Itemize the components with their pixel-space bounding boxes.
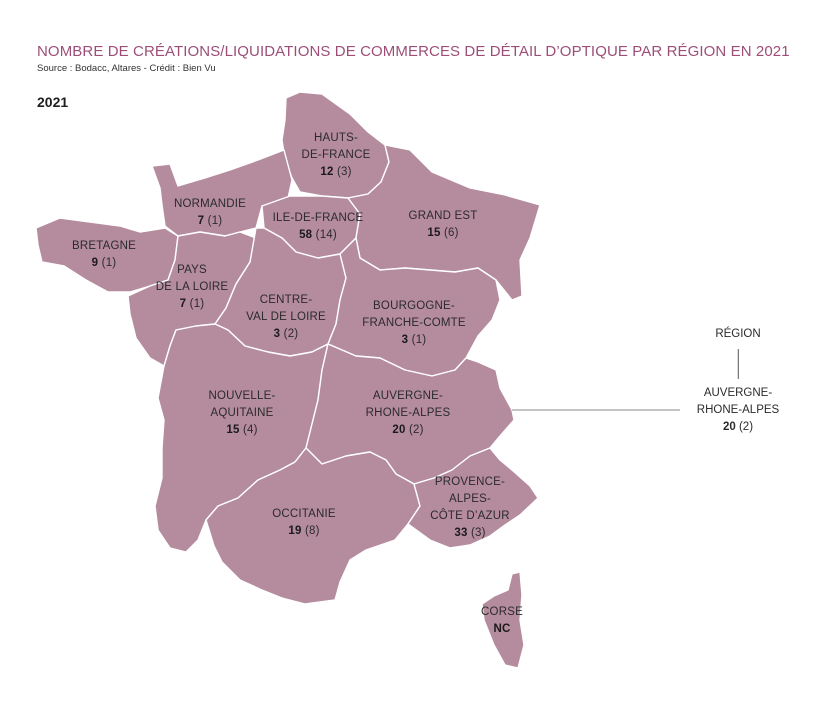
label-hauts-de-france: HAUTS- DE-FRANCE 12 (3) xyxy=(301,132,371,178)
label-occitanie: OCCITANIE 19 (8) xyxy=(272,508,336,537)
label-corse: CORSE NC xyxy=(481,606,523,635)
legend-example-name-1: AUVERGNE- xyxy=(703,387,773,399)
legend: RÉGION AUVERGNE- RHONE-ALPES 20 (2) xyxy=(697,326,779,436)
label-grand-est: GRAND EST 15 (6) xyxy=(408,210,478,239)
region-paca[interactable] xyxy=(407,447,539,549)
label-nouvelle-aquitaine: NOUVELLE- AQUITAINE 15 (4) xyxy=(208,390,276,436)
label-paca: PROVENCE- ALPES- CÔTE D’AZUR 33 (3) xyxy=(430,476,510,539)
legend-label: RÉGION xyxy=(715,328,761,340)
label-auvergne-rhone-alpes: AUVERGNE- RHONE-ALPES 20 (2) xyxy=(365,390,451,436)
year-label: 2021 xyxy=(37,94,69,110)
region-bourgogne-franche-comte[interactable] xyxy=(327,237,501,377)
label-bretagne: BRETAGNE 9 (1) xyxy=(71,240,137,269)
source-note: Source : Bodacc, Altares - Crédit : Bien… xyxy=(37,63,216,74)
legend-line xyxy=(737,349,739,379)
legend-example-name-2: RHONE-ALPES xyxy=(696,404,780,416)
region-corse[interactable] xyxy=(481,571,525,669)
label-ile-de-france: ILE-DE-FRANCE 58 (14) xyxy=(272,212,364,241)
label-centre-val-de-loire: CENTRE- VAL DE LOIRE 3 (2) xyxy=(246,294,326,340)
map-title: NOMBRE DE CRÉATIONS/LIQUIDATIONS DE COMM… xyxy=(37,43,790,60)
label-pays-de-la-loire: PAYS DE LA LOIRE 7 (1) xyxy=(155,264,229,310)
label-bourgogne-franche-comte: BOURGOGNE- FRANCHE-COMTE 3 (1) xyxy=(362,300,466,346)
label-normandie: NORMANDIE 7 (1) xyxy=(173,198,247,227)
legend-example-values: 20 (2) xyxy=(722,421,754,433)
